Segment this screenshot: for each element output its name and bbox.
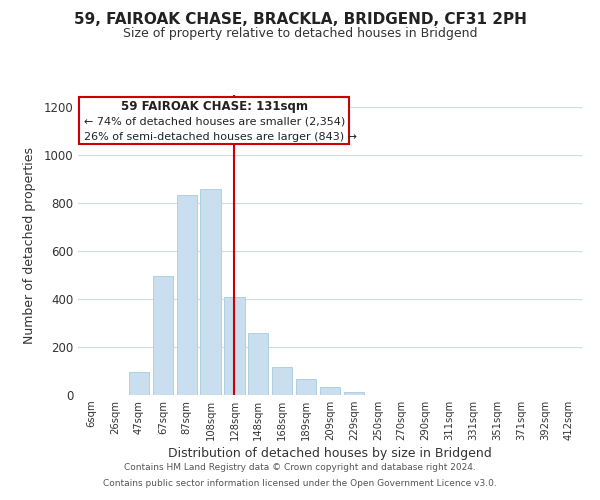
Text: Contains HM Land Registry data © Crown copyright and database right 2024.: Contains HM Land Registry data © Crown c… bbox=[124, 464, 476, 472]
FancyBboxPatch shape bbox=[79, 98, 349, 144]
Text: 59, FAIROAK CHASE, BRACKLA, BRIDGEND, CF31 2PH: 59, FAIROAK CHASE, BRACKLA, BRIDGEND, CF… bbox=[74, 12, 526, 28]
Bar bbox=[152, 276, 173, 395]
Text: 26% of semi-detached houses are larger (843) →: 26% of semi-detached houses are larger (… bbox=[84, 132, 357, 142]
Bar bbox=[272, 367, 292, 395]
X-axis label: Distribution of detached houses by size in Bridgend: Distribution of detached houses by size … bbox=[168, 447, 492, 460]
Text: Size of property relative to detached houses in Bridgend: Size of property relative to detached ho… bbox=[123, 28, 477, 40]
Bar bbox=[176, 195, 197, 395]
Text: Contains public sector information licensed under the Open Government Licence v3: Contains public sector information licen… bbox=[103, 478, 497, 488]
Bar bbox=[200, 190, 221, 395]
Bar bbox=[224, 297, 245, 395]
Bar bbox=[320, 386, 340, 395]
Bar bbox=[129, 372, 149, 395]
Text: ← 74% of detached houses are smaller (2,354): ← 74% of detached houses are smaller (2,… bbox=[84, 117, 346, 127]
Bar bbox=[344, 392, 364, 395]
Bar bbox=[296, 378, 316, 395]
Y-axis label: Number of detached properties: Number of detached properties bbox=[23, 146, 37, 344]
Text: 59 FAIROAK CHASE: 131sqm: 59 FAIROAK CHASE: 131sqm bbox=[121, 100, 308, 114]
Bar bbox=[248, 333, 268, 395]
